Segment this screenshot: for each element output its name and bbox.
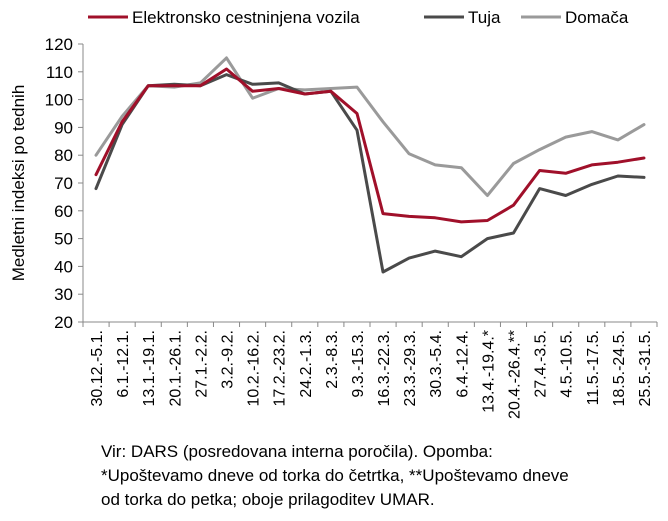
x-tick-label: 30.3.-5.4. bbox=[428, 330, 445, 398]
y-tick-label: 50 bbox=[54, 230, 73, 249]
y-tick-label: 80 bbox=[54, 146, 73, 165]
series-line bbox=[94, 56, 646, 197]
x-tick-label: 3.2.-9.2. bbox=[220, 330, 237, 389]
x-tick-label: 24.2.-1.3. bbox=[298, 330, 315, 398]
y-axis-ticks: 20 30 40 50 60 70 80 90 100 110 120 bbox=[45, 35, 83, 332]
source-note-line-2: *Upoštevamo dneve od torka do četrtka, *… bbox=[101, 466, 569, 485]
y-tick-label: 110 bbox=[46, 63, 73, 82]
y-tick-label: 60 bbox=[54, 202, 73, 221]
y-tick-label: 100 bbox=[45, 91, 73, 110]
x-tick-label: 18.5.-24.5. bbox=[611, 330, 628, 407]
source-note-line-3: od torka do petka; oboje prilagoditev UM… bbox=[101, 490, 435, 509]
source-note-line-1: Vir: DARS (posredovana interna poročila)… bbox=[101, 442, 493, 461]
x-tick-label: 27.4.-3.5. bbox=[533, 330, 550, 398]
series-lines bbox=[94, 56, 646, 274]
legend-label: Tuja bbox=[468, 8, 501, 27]
x-tick-label: 25.5.-31.5. bbox=[637, 330, 654, 407]
legend-label: Elektronsko cestninjena vozila bbox=[132, 8, 360, 27]
x-tick-label: 6.1.-12.1. bbox=[115, 330, 132, 398]
x-tick-label: 6.4.-12.4. bbox=[454, 330, 471, 398]
legend: Elektronsko cestninjena vozila Tuja Domača bbox=[88, 8, 629, 27]
y-tick-label: 90 bbox=[54, 118, 73, 137]
x-tick-label: 30.12.-5.1. bbox=[89, 330, 106, 407]
legend-label: Domača bbox=[565, 8, 629, 27]
x-tick-label: 13.1.-19.1. bbox=[141, 330, 158, 407]
x-tick-label: 23.3.-29.3. bbox=[402, 330, 419, 407]
x-tick-label: 13.4.-19.4.* bbox=[480, 330, 497, 413]
x-tick-label: 20.1.-26.1. bbox=[167, 330, 184, 407]
x-tick-label: 9.3.-15.3. bbox=[350, 330, 367, 398]
x-axis-ticks: 30.12.-5.1. 6.1.-12.1. 13.1.-19.1. 20.1.-26… bbox=[82, 322, 658, 419]
y-tick-label: 120 bbox=[45, 35, 73, 54]
x-tick-label: 27.1.-2.2. bbox=[193, 330, 210, 398]
x-tick-label: 10.2.-16.2. bbox=[246, 330, 263, 407]
y-tick-label: 70 bbox=[54, 174, 73, 193]
x-tick-label: 16.3.-22.3. bbox=[376, 330, 393, 407]
y-tick-label: 20 bbox=[54, 313, 73, 332]
x-tick-label: 20.4.-26.4.** bbox=[507, 330, 524, 419]
y-tick-label: 40 bbox=[54, 257, 73, 276]
y-axis-label: Medletni indeksi po tednih bbox=[9, 85, 28, 282]
source-note: Vir: DARS (posredovana interna poročila)… bbox=[101, 440, 661, 512]
x-tick-label: 2.3.-8.3. bbox=[324, 330, 341, 389]
y-tick-label: 30 bbox=[54, 285, 73, 304]
x-tick-label: 17.2.-23.2. bbox=[272, 330, 289, 407]
x-tick-label: 11.5.-17.5. bbox=[585, 330, 602, 405]
x-tick-label: 4.5.-10.5. bbox=[559, 330, 576, 398]
line-chart: Elektronsko cestninjena vozila Tuja Domača… bbox=[9, 8, 658, 419]
series-line bbox=[94, 67, 646, 224]
